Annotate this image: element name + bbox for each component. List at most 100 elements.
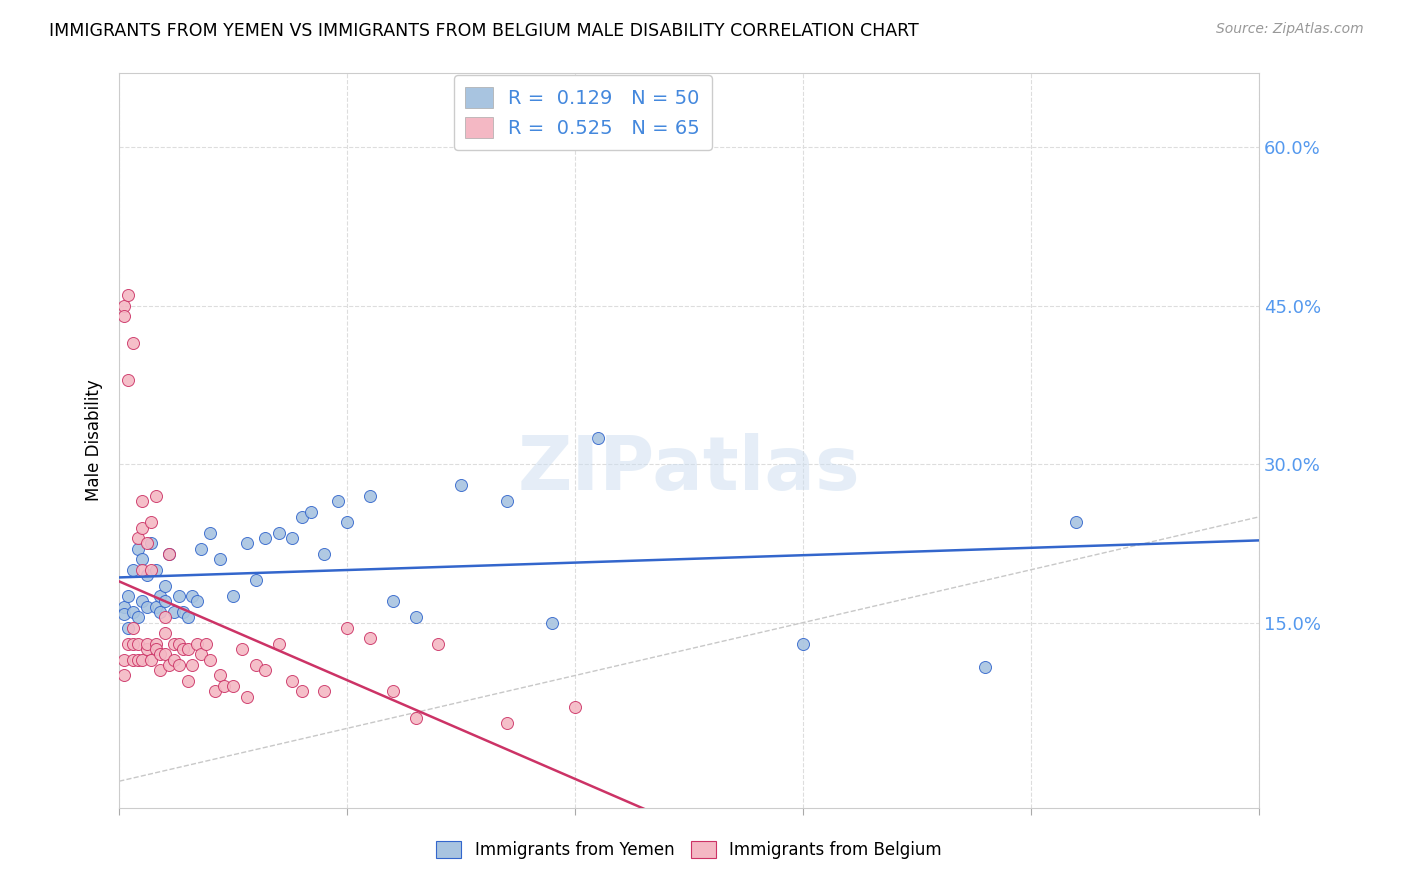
- Point: [127, 637, 149, 651]
- Point: [586, 431, 609, 445]
- Point: [208, 668, 231, 682]
- Point: [236, 536, 259, 550]
- Point: [212, 679, 235, 693]
- Point: [149, 663, 172, 677]
- Point: [281, 673, 304, 688]
- Point: [149, 605, 172, 619]
- Point: [381, 594, 404, 608]
- Point: [122, 652, 145, 666]
- Point: [122, 605, 145, 619]
- Point: [112, 299, 135, 313]
- Point: [153, 626, 176, 640]
- Point: [112, 652, 135, 666]
- Point: [112, 668, 135, 682]
- Point: [495, 716, 517, 731]
- Text: ZIPatlas: ZIPatlas: [517, 434, 860, 506]
- Point: [141, 515, 163, 529]
- Point: [231, 642, 253, 657]
- Point: [117, 372, 139, 386]
- Point: [145, 599, 167, 614]
- Text: Source: ZipAtlas.com: Source: ZipAtlas.com: [1216, 22, 1364, 37]
- Point: [194, 637, 217, 651]
- Point: [135, 642, 157, 657]
- Point: [267, 525, 290, 540]
- Point: [290, 510, 312, 524]
- Point: [122, 621, 145, 635]
- Point: [112, 309, 135, 323]
- Point: [208, 552, 231, 566]
- Point: [359, 489, 381, 503]
- Point: [222, 679, 245, 693]
- Point: [176, 642, 198, 657]
- Point: [299, 505, 322, 519]
- Point: [163, 605, 186, 619]
- Point: [153, 610, 176, 624]
- Point: [167, 589, 190, 603]
- Point: [117, 589, 139, 603]
- Point: [131, 594, 153, 608]
- Point: [145, 637, 167, 651]
- Point: [117, 621, 139, 635]
- Point: [176, 610, 198, 624]
- Point: [153, 648, 176, 662]
- Point: [131, 563, 153, 577]
- Point: [326, 494, 349, 508]
- Point: [135, 536, 157, 550]
- Point: [290, 684, 312, 698]
- Point: [135, 599, 157, 614]
- Point: [149, 648, 172, 662]
- Point: [131, 520, 153, 534]
- Point: [1066, 515, 1088, 529]
- Point: [336, 621, 359, 635]
- Point: [245, 574, 267, 588]
- Point: [122, 335, 145, 350]
- Point: [141, 563, 163, 577]
- Point: [541, 615, 564, 630]
- Point: [190, 541, 212, 556]
- Point: [172, 642, 194, 657]
- Point: [122, 563, 145, 577]
- Point: [145, 642, 167, 657]
- Point: [186, 594, 208, 608]
- Point: [149, 589, 172, 603]
- Point: [427, 637, 450, 651]
- Point: [267, 637, 290, 651]
- Point: [245, 657, 267, 672]
- Point: [117, 288, 139, 302]
- Text: IMMIGRANTS FROM YEMEN VS IMMIGRANTS FROM BELGIUM MALE DISABILITY CORRELATION CHA: IMMIGRANTS FROM YEMEN VS IMMIGRANTS FROM…: [49, 22, 920, 40]
- Point: [145, 563, 167, 577]
- Point: [163, 652, 186, 666]
- Point: [131, 652, 153, 666]
- Point: [359, 632, 381, 646]
- Point: [172, 605, 194, 619]
- Point: [204, 684, 226, 698]
- Point: [450, 478, 472, 492]
- Point: [112, 599, 135, 614]
- Point: [135, 568, 157, 582]
- Point: [167, 637, 190, 651]
- Y-axis label: Male Disability: Male Disability: [86, 379, 103, 501]
- Point: [181, 657, 204, 672]
- Point: [200, 525, 222, 540]
- Point: [167, 657, 190, 672]
- Point: [236, 690, 259, 704]
- Point: [336, 515, 359, 529]
- Point: [141, 652, 163, 666]
- Point: [254, 663, 277, 677]
- Point: [405, 610, 427, 624]
- Point: [163, 637, 186, 651]
- Point: [564, 700, 586, 714]
- Point: [792, 637, 814, 651]
- Point: [122, 637, 145, 651]
- Point: [200, 652, 222, 666]
- Point: [127, 531, 149, 545]
- Point: [127, 652, 149, 666]
- Point: [281, 531, 304, 545]
- Point: [141, 536, 163, 550]
- Point: [157, 657, 180, 672]
- Point: [145, 489, 167, 503]
- Point: [314, 547, 336, 561]
- Point: [153, 594, 176, 608]
- Point: [222, 589, 245, 603]
- Point: [405, 711, 427, 725]
